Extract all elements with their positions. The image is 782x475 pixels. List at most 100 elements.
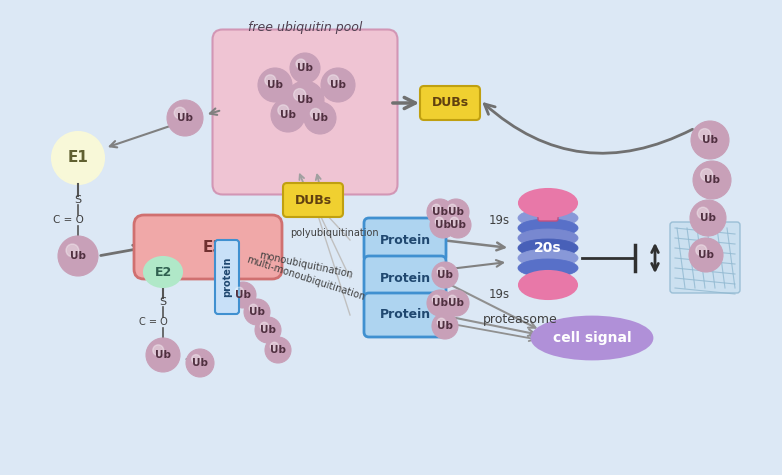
Ellipse shape xyxy=(518,249,578,267)
Circle shape xyxy=(58,236,98,276)
Text: Ub: Ub xyxy=(448,207,464,217)
Circle shape xyxy=(286,81,324,119)
FancyBboxPatch shape xyxy=(538,201,558,221)
Text: Ub: Ub xyxy=(435,220,451,230)
FancyArrowPatch shape xyxy=(484,104,693,153)
Text: Ub: Ub xyxy=(437,270,453,280)
FancyBboxPatch shape xyxy=(134,215,282,279)
Circle shape xyxy=(427,290,453,316)
Circle shape xyxy=(430,212,456,238)
Text: Ub: Ub xyxy=(437,321,453,331)
Circle shape xyxy=(328,75,339,86)
Text: Ub: Ub xyxy=(297,63,313,73)
Circle shape xyxy=(296,59,306,68)
FancyArrowPatch shape xyxy=(443,281,536,328)
Circle shape xyxy=(443,290,469,316)
Text: E1: E1 xyxy=(67,151,88,165)
Text: free ubiquitin pool: free ubiquitin pool xyxy=(248,21,362,35)
Circle shape xyxy=(265,337,291,363)
Circle shape xyxy=(304,102,336,134)
Circle shape xyxy=(321,68,355,102)
Text: Protein: Protein xyxy=(379,234,431,247)
Circle shape xyxy=(230,282,256,308)
FancyBboxPatch shape xyxy=(364,293,446,337)
Text: Ub: Ub xyxy=(297,95,313,105)
Circle shape xyxy=(448,295,457,304)
Circle shape xyxy=(290,53,320,83)
Text: Ub: Ub xyxy=(448,298,464,308)
Text: Ub: Ub xyxy=(702,135,718,145)
Circle shape xyxy=(436,217,443,226)
Text: 20s: 20s xyxy=(534,241,561,255)
FancyArrowPatch shape xyxy=(443,315,535,336)
Text: Protein: Protein xyxy=(379,308,431,322)
Circle shape xyxy=(186,349,214,377)
FancyArrowPatch shape xyxy=(316,175,321,184)
FancyArrowPatch shape xyxy=(109,123,179,147)
Text: Ub: Ub xyxy=(267,80,283,90)
Circle shape xyxy=(689,238,723,272)
Circle shape xyxy=(698,129,711,141)
Text: multi-monoubiquitination: multi-monoubiquitination xyxy=(245,254,366,302)
FancyArrowPatch shape xyxy=(300,174,304,184)
Circle shape xyxy=(698,207,708,218)
Ellipse shape xyxy=(144,257,182,287)
Text: Ub: Ub xyxy=(698,250,714,260)
FancyArrowPatch shape xyxy=(101,245,142,256)
Ellipse shape xyxy=(518,219,578,237)
Text: Ub: Ub xyxy=(177,113,193,123)
Text: protein: protein xyxy=(222,257,232,297)
Text: proteasome: proteasome xyxy=(482,314,558,326)
Text: polyubiquitination: polyubiquitination xyxy=(290,228,378,238)
FancyBboxPatch shape xyxy=(670,222,740,293)
Circle shape xyxy=(265,75,276,86)
Circle shape xyxy=(52,132,104,184)
Circle shape xyxy=(244,299,270,325)
Circle shape xyxy=(432,204,440,212)
Circle shape xyxy=(445,212,471,238)
Circle shape xyxy=(258,68,292,102)
FancyBboxPatch shape xyxy=(283,183,343,217)
Text: Ub: Ub xyxy=(700,213,716,223)
Circle shape xyxy=(437,318,446,326)
Text: DUBs: DUBs xyxy=(432,96,468,110)
FancyBboxPatch shape xyxy=(420,86,480,120)
Circle shape xyxy=(167,100,203,136)
Circle shape xyxy=(696,245,707,256)
Circle shape xyxy=(255,317,281,343)
Ellipse shape xyxy=(532,317,652,359)
Ellipse shape xyxy=(518,259,578,277)
Text: Ub: Ub xyxy=(155,350,171,360)
Circle shape xyxy=(448,204,457,212)
FancyBboxPatch shape xyxy=(215,240,239,314)
Text: Ub: Ub xyxy=(270,345,286,355)
Circle shape xyxy=(432,295,440,304)
FancyArrowPatch shape xyxy=(393,97,415,109)
Ellipse shape xyxy=(519,189,577,217)
Circle shape xyxy=(249,304,257,313)
Circle shape xyxy=(271,342,278,351)
Circle shape xyxy=(437,267,446,275)
Text: Ub: Ub xyxy=(450,220,466,230)
Text: Protein: Protein xyxy=(379,272,431,285)
Circle shape xyxy=(152,345,163,356)
Circle shape xyxy=(693,161,731,199)
FancyArrowPatch shape xyxy=(443,260,503,270)
Circle shape xyxy=(271,98,305,132)
Text: S: S xyxy=(160,297,167,307)
Circle shape xyxy=(690,200,726,236)
Text: 19s: 19s xyxy=(489,287,510,301)
Text: Ub: Ub xyxy=(249,307,265,317)
Text: Ub: Ub xyxy=(280,110,296,120)
FancyArrowPatch shape xyxy=(210,108,219,115)
Ellipse shape xyxy=(518,229,578,247)
Text: cell signal: cell signal xyxy=(553,331,631,345)
Circle shape xyxy=(174,107,185,119)
Circle shape xyxy=(235,287,243,295)
Text: Ub: Ub xyxy=(260,325,276,335)
FancyBboxPatch shape xyxy=(364,256,446,300)
Circle shape xyxy=(310,108,321,119)
Text: Ub: Ub xyxy=(432,298,448,308)
Text: Ub: Ub xyxy=(432,207,448,217)
Circle shape xyxy=(443,199,469,225)
